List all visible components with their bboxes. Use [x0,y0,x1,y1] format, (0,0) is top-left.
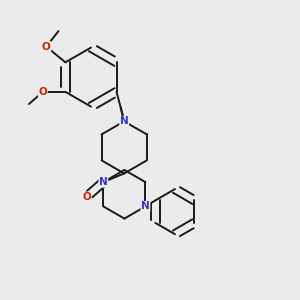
Text: O: O [82,192,91,202]
Text: N: N [141,201,150,212]
Text: O: O [38,87,47,97]
Text: N: N [120,116,128,126]
Text: O: O [42,42,51,52]
Text: N: N [99,177,108,187]
